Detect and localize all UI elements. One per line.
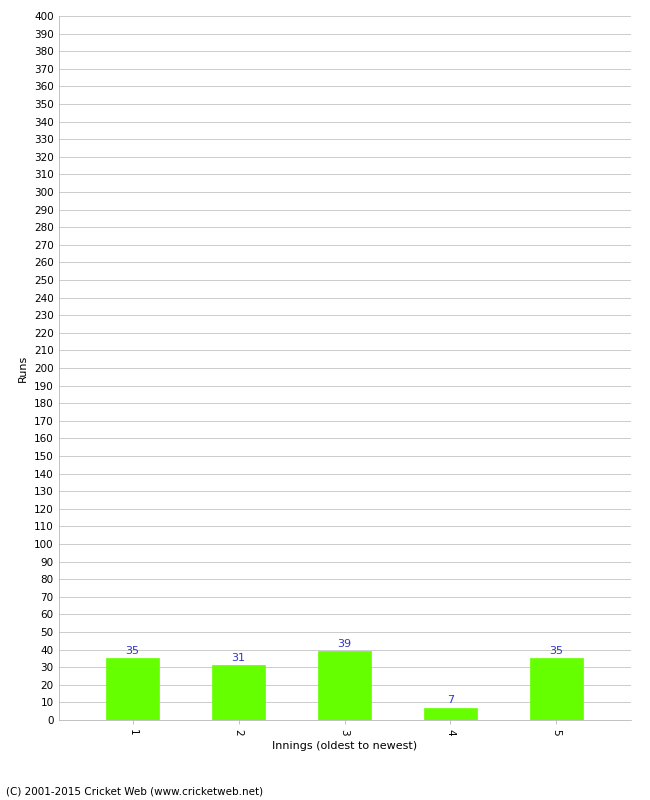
Y-axis label: Runs: Runs bbox=[18, 354, 29, 382]
Text: 7: 7 bbox=[447, 695, 454, 705]
X-axis label: Innings (oldest to newest): Innings (oldest to newest) bbox=[272, 742, 417, 751]
Text: 35: 35 bbox=[549, 646, 564, 656]
Text: 31: 31 bbox=[231, 653, 246, 662]
Bar bbox=[106, 658, 159, 720]
Bar bbox=[318, 651, 371, 720]
Text: (C) 2001-2015 Cricket Web (www.cricketweb.net): (C) 2001-2015 Cricket Web (www.cricketwe… bbox=[6, 786, 264, 796]
Bar bbox=[530, 658, 583, 720]
Bar bbox=[212, 666, 265, 720]
Text: 35: 35 bbox=[125, 646, 140, 656]
Bar bbox=[424, 708, 477, 720]
Text: 39: 39 bbox=[337, 638, 352, 649]
